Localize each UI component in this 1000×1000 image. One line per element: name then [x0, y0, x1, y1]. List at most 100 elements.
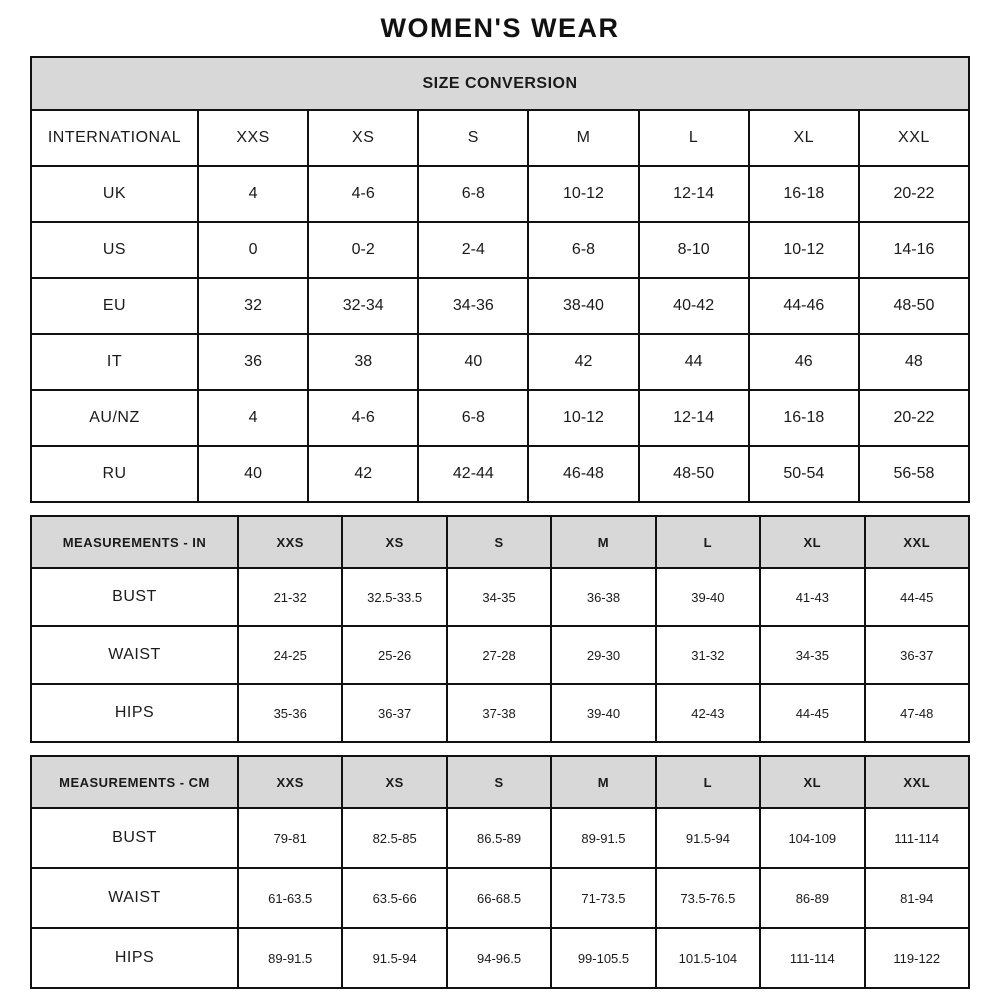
- value-cell: 34-35: [759, 625, 866, 685]
- table-row: IT 36 38 40 42 44 46 48: [30, 333, 971, 391]
- value-cell: 12-14: [637, 389, 750, 447]
- table-row: RU 40 42 42-44 46-48 48-50 50-54 56-58: [30, 445, 971, 503]
- table-banner-row: SIZE CONVERSION: [30, 56, 970, 111]
- value-cell: 104-109: [759, 807, 866, 869]
- row-label-cell: IT: [30, 333, 199, 391]
- value-cell: 20-22: [857, 389, 971, 447]
- value-cell: 82.5-85: [341, 807, 448, 869]
- value-cell: 4: [196, 165, 310, 223]
- value-cell: 89-91.5: [550, 807, 657, 869]
- value-cell: 34-35: [445, 567, 553, 627]
- value-cell: 94-96.5: [445, 927, 553, 989]
- size-header-cell: XL: [747, 109, 860, 167]
- value-cell: 89-91.5: [236, 927, 344, 989]
- value-cell: 10-12: [747, 221, 860, 279]
- size-header-cell: XXS: [236, 515, 344, 569]
- table-row: WAIST 24-25 25-26 27-28 29-30 31-32 34-35 36-37: [30, 625, 971, 685]
- value-cell: 29-30: [550, 625, 657, 685]
- value-cell: 73.5-76.5: [654, 867, 762, 929]
- value-cell: 27-28: [445, 625, 553, 685]
- size-header-cell: L: [654, 515, 762, 569]
- value-cell: 42: [527, 333, 640, 391]
- table-row: AU/NZ 4 4-6 6-8 10-12 12-14 16-18 20-22: [30, 389, 971, 447]
- measurements-cm-table: MEASUREMENTS - CM XXS XS S M L XL XXL BUST 79-81 8…: [30, 755, 971, 989]
- measurements-in-table: MEASUREMENTS - IN XXS XS S M L XL XXL BUST 21-32 3…: [30, 515, 971, 743]
- value-cell: 25-26: [341, 625, 448, 685]
- page-title: WOMEN'S WEAR: [380, 13, 620, 43]
- value-cell: 36-38: [550, 567, 657, 627]
- value-cell: 40: [196, 445, 310, 503]
- value-cell: 71-73.5: [550, 867, 657, 929]
- row-label-cell: WAIST: [30, 625, 239, 685]
- value-cell: 16-18: [747, 389, 860, 447]
- row-label-cell: WAIST: [30, 867, 239, 929]
- value-cell: 86.5-89: [445, 807, 553, 869]
- value-cell: 44: [637, 333, 750, 391]
- value-cell: 99-105.5: [550, 927, 657, 989]
- value-cell: 24-25: [236, 625, 344, 685]
- size-header-cell: S: [417, 109, 530, 167]
- size-conversion-table: SIZE CONVERSION INTERNATIONAL XXS XS S M L XL XX…: [30, 56, 971, 503]
- value-cell: 40: [417, 333, 530, 391]
- value-cell: 61-63.5: [236, 867, 344, 929]
- value-cell: 42-44: [417, 445, 530, 503]
- value-cell: 44-45: [863, 567, 971, 627]
- value-cell: 16-18: [747, 165, 860, 223]
- value-cell: 31-32: [654, 625, 762, 685]
- value-cell: 32-34: [307, 277, 420, 335]
- value-cell: 6-8: [417, 389, 530, 447]
- value-cell: 6-8: [417, 165, 530, 223]
- size-header-cell: XXL: [863, 755, 971, 809]
- size-header-cell: XXS: [196, 109, 310, 167]
- table-header-row: INTERNATIONAL XXS XS S M L XL XXL: [30, 109, 971, 167]
- value-cell: 91.5-94: [341, 927, 448, 989]
- value-cell: 56-58: [857, 445, 971, 503]
- header-label-cell: INTERNATIONAL: [30, 109, 199, 167]
- value-cell: 111-114: [759, 927, 866, 989]
- row-label-cell: RU: [30, 445, 199, 503]
- value-cell: 8-10: [637, 221, 750, 279]
- value-cell: 40-42: [637, 277, 750, 335]
- value-cell: 48: [857, 333, 971, 391]
- value-cell: 63.5-66: [341, 867, 448, 929]
- value-cell: 39-40: [550, 683, 657, 743]
- value-cell: 91.5-94: [654, 807, 762, 869]
- value-cell: 4-6: [307, 165, 420, 223]
- table-header-row: MEASUREMENTS - IN XXS XS S M L XL XXL: [30, 515, 971, 569]
- row-label-cell: BUST: [30, 807, 239, 869]
- value-cell: 47-48: [863, 683, 971, 743]
- table-row: BUST 21-32 32.5-33.5 34-35 36-38 39-40 41-43 44…: [30, 567, 971, 627]
- value-cell: 66-68.5: [445, 867, 553, 929]
- value-cell: 20-22: [857, 165, 971, 223]
- value-cell: 4: [196, 389, 310, 447]
- value-cell: 44-45: [759, 683, 866, 743]
- table-row: WAIST 61-63.5 63.5-66 66-68.5 71-73.5 73.5-76…: [30, 867, 971, 929]
- value-cell: 46-48: [527, 445, 640, 503]
- row-label-cell: US: [30, 221, 199, 279]
- table-row: HIPS 35-36 36-37 37-38 39-40 42-43 44-45 47-48: [30, 683, 971, 743]
- value-cell: 79-81: [236, 807, 344, 869]
- value-cell: 36: [196, 333, 310, 391]
- value-cell: 0-2: [307, 221, 420, 279]
- size-header-cell: S: [445, 755, 553, 809]
- value-cell: 36-37: [863, 625, 971, 685]
- value-cell: 50-54: [747, 445, 860, 503]
- value-cell: 32: [196, 277, 310, 335]
- table-banner: SIZE CONVERSION: [30, 56, 970, 111]
- row-label-cell: HIPS: [30, 683, 239, 743]
- value-cell: 48-50: [857, 277, 971, 335]
- value-cell: 34-36: [417, 277, 530, 335]
- value-cell: 21-32: [236, 567, 344, 627]
- size-header-cell: XL: [759, 515, 866, 569]
- value-cell: 6-8: [527, 221, 640, 279]
- value-cell: 37-38: [445, 683, 553, 743]
- value-cell: 14-16: [857, 221, 971, 279]
- value-cell: 32.5-33.5: [341, 567, 448, 627]
- value-cell: 4-6: [307, 389, 420, 447]
- value-cell: 42-43: [654, 683, 762, 743]
- value-cell: 10-12: [527, 389, 640, 447]
- value-cell: 12-14: [637, 165, 750, 223]
- value-cell: 35-36: [236, 683, 344, 743]
- table-gap: [0, 743, 1000, 755]
